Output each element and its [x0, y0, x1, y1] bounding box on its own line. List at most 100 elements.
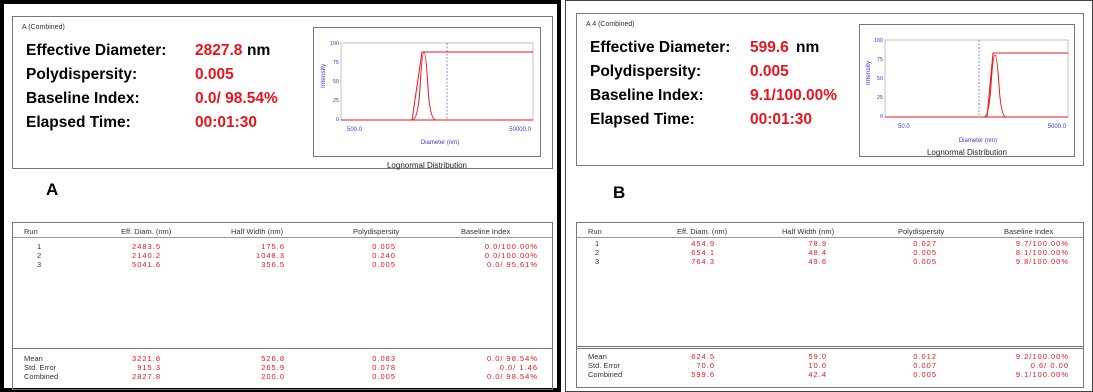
baseline-index-label: Baseline Index:	[590, 87, 704, 104]
baseline-cell: 9.1/100.00%	[1015, 370, 1069, 379]
y-axis-label: Intensity	[865, 60, 872, 85]
polydispersity-cell: 0.005	[372, 260, 396, 269]
col-header-half-width: Half Width (nm)	[782, 227, 835, 236]
header-title: A 4 (Combined)	[586, 21, 635, 28]
cumulative-curve	[885, 52, 1068, 118]
elapsed-time-value: 00:01:30	[195, 114, 258, 131]
half-width-cell: 526.8	[261, 354, 285, 363]
summary-row-std-error: Std. Error 915.3 265.9 0.078 0.0/ 1.46	[13, 363, 552, 372]
baseline-cell: 0.0/ 95.61%	[486, 260, 538, 269]
eff-diam-cell: 2140.2	[132, 251, 161, 260]
eff-diam-cell: 3221.8	[132, 354, 161, 363]
polydispersity-cell: 0.007	[913, 361, 937, 370]
summary-label: Mean	[24, 354, 43, 363]
plot-area	[884, 39, 1069, 118]
half-width-cell: 49.6	[808, 257, 827, 266]
baseline-cell: 0.0/100.00%	[484, 251, 538, 260]
summary-row-combined: Combined 599.6 42.4 0.005 9.1/100.00%	[577, 370, 1083, 379]
y-tick-100: 100	[874, 38, 883, 44]
run-cell: 3	[37, 260, 42, 269]
elapsed-time-label: Elapsed Time:	[26, 114, 131, 131]
effective-diameter-label: Effective Diameter:	[590, 39, 731, 56]
effective-diameter-label: Effective Diameter:	[26, 42, 167, 59]
eff-diam-cell: 454.9	[691, 239, 715, 248]
x-tick-min: 50.0	[898, 124, 910, 130]
y-tick-25: 25	[877, 95, 883, 101]
summary-label: Std. Error	[24, 363, 57, 372]
polydispersity-cell: 0.005	[913, 257, 937, 266]
cumulative-curve	[341, 51, 533, 121]
summary-label: Mean	[588, 352, 607, 361]
plot-area	[340, 42, 534, 121]
polydispersity-cell: 0.240	[372, 251, 396, 260]
header-divider	[13, 237, 552, 238]
polydispersity-label: Polydispersity:	[26, 66, 138, 83]
run-cell: 1	[37, 242, 42, 251]
run-cell: 2	[37, 251, 42, 260]
panel-letter: B	[613, 183, 626, 202]
run-cell: 2	[595, 248, 600, 257]
polydispersity-label: Polydispersity:	[590, 63, 702, 80]
run-cell: 3	[595, 257, 600, 266]
distribution-curve	[411, 51, 437, 121]
col-header-eff-diam: Eff. Diam. (nm)	[677, 227, 728, 236]
eff-diam-cell: 2483.5	[132, 242, 161, 251]
polydispersity-value: 0.005	[195, 66, 234, 83]
summary-label: Combined	[24, 372, 59, 381]
eff-diam-cell: 2827.8	[132, 372, 161, 381]
y-axis-label: Intensity	[320, 63, 327, 88]
summary-row-std-error: Std. Error 70.0 10.0 0.007 0.6/ 0.00	[577, 361, 1083, 370]
col-header-run: Run	[24, 227, 38, 236]
col-header-baseline: Baseline Index	[1004, 227, 1054, 236]
polydispersity-cell: 0.027	[913, 239, 937, 248]
eff-diam-cell: 599.6	[691, 370, 715, 379]
polydispersity-cell: 0.083	[372, 354, 396, 363]
summary-table: Mean 624.5 59.0 0.012 9.2/100.00% Std. E…	[576, 346, 1084, 388]
y-tick-50: 50	[877, 76, 883, 82]
panel-b: A 4 (Combined) Effective Diameter: 599.6…	[565, 0, 1093, 392]
table-row: 1 2483.5 175.6 0.005 0.0/100.00%	[13, 242, 552, 251]
baseline-cell: 9.8/100.00%	[1015, 257, 1069, 266]
polydispersity-value: 0.005	[750, 63, 789, 80]
runs-table: Run Eff. Diam. (nm) Half Width (nm) Poly…	[576, 222, 1084, 349]
distribution-title: Lognormal Distribution	[386, 161, 468, 170]
col-header-eff-diam: Eff. Diam. (nm)	[121, 227, 172, 236]
header-divider	[577, 237, 1083, 238]
eff-diam-cell: 654.1	[691, 248, 715, 257]
table-row: 2 2140.2 1048.3 0.240 0.0/100.00%	[13, 251, 552, 260]
half-width-cell: 48.4	[808, 248, 827, 257]
polydispersity-cell: 0.005	[913, 370, 937, 379]
summary-row-mean: Mean 3221.8 526.8 0.083 0.0/ 98.54%	[13, 354, 552, 363]
summary-row-mean: Mean 624.5 59.0 0.012 9.2/100.00%	[577, 352, 1083, 361]
half-width-cell: 59.0	[808, 352, 827, 361]
summary-label: Std. Error	[588, 361, 621, 370]
run-cell: 1	[595, 239, 600, 248]
summary-table: Mean 3221.8 526.8 0.083 0.0/ 98.54% Std.…	[12, 348, 553, 390]
distribution-curve	[983, 54, 1007, 118]
runs-table: Run Eff. Diam. (nm) Half Width (nm) Poly…	[12, 222, 553, 349]
header-title: A (Combined)	[22, 24, 65, 31]
y-tick-0: 0	[336, 117, 339, 123]
baseline-cell: 9.7/100.00%	[1015, 239, 1069, 248]
baseline-index-value: 9.1/100.00%	[750, 87, 838, 104]
panel-a: A (Combined) Effective Diameter: 2827.8 …	[0, 0, 561, 392]
table-row: 1 454.9 78.9 0.027 9.7/100.00%	[577, 239, 1083, 248]
summary-header: A (Combined) Effective Diameter: 2827.8 …	[12, 16, 553, 170]
summary-label: Combined	[588, 370, 623, 379]
half-width-cell: 356.5	[261, 260, 285, 269]
x-axis-label: Diameter (nm)	[421, 140, 459, 146]
eff-diam-cell: 70.0	[696, 361, 715, 370]
half-width-cell: 78.9	[808, 239, 827, 248]
x-tick-max: 5000.0	[1048, 124, 1067, 130]
effective-diameter-value: 2827.8	[195, 42, 243, 59]
distribution-plot: Intensity 100 75 50 25 0 50.0 5000.0 Dia…	[859, 24, 1075, 157]
baseline-index-value: 0.0/ 98.54%	[195, 90, 278, 107]
baseline-cell: 0.0/ 98.54%	[486, 372, 538, 381]
table-row: 3 5041.6 356.5 0.005 0.0/ 95.61%	[13, 260, 552, 269]
y-tick-50: 50	[333, 79, 339, 85]
half-width-cell: 265.9	[261, 363, 285, 372]
y-tick-25: 25	[333, 98, 339, 104]
table-row: 3 764.3 49.6 0.005 9.8/100.00%	[577, 257, 1083, 266]
polydispersity-cell: 0.012	[913, 352, 937, 361]
eff-diam-cell: 764.3	[691, 257, 715, 266]
